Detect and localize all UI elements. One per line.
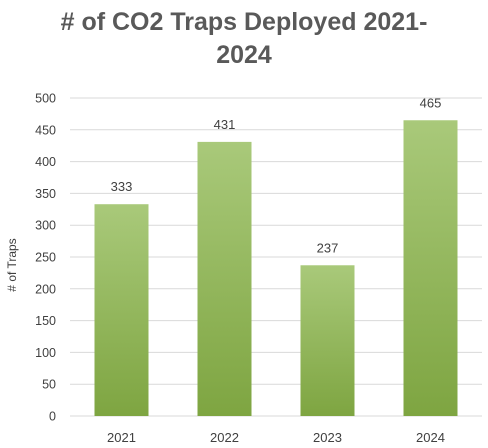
x-axis-ticks: 2021 2022 2023 2024 — [107, 430, 445, 445]
y-tick-label: 150 — [35, 314, 56, 328]
y-axis-ticks: 0 50 100 150 200 250 300 350 400 450 500 — [35, 92, 56, 424]
data-label-2022: 431 — [214, 117, 236, 132]
x-tick-label-2024: 2024 — [416, 430, 445, 445]
y-tick-label: 250 — [35, 251, 56, 265]
y-tick-label: 450 — [35, 123, 56, 137]
data-label-2021: 333 — [111, 179, 133, 194]
bars — [94, 120, 458, 416]
y-tick-label: 0 — [49, 410, 56, 424]
y-tick-label: 350 — [35, 187, 56, 201]
y-tick-label: 50 — [42, 378, 56, 392]
x-tick-label-2022: 2022 — [210, 430, 239, 445]
x-tick-label-2021: 2021 — [107, 430, 136, 445]
y-tick-label: 200 — [35, 282, 56, 296]
data-label-2023: 237 — [317, 240, 339, 255]
chart-title-line-2: 2024 — [216, 41, 272, 69]
y-tick-label: 300 — [35, 219, 56, 233]
data-label-2024: 465 — [420, 95, 442, 110]
bar-2021 — [94, 204, 149, 416]
y-tick-label: 400 — [35, 155, 56, 169]
y-tick-label: 500 — [35, 92, 56, 106]
data-labels: 333 431 237 465 — [111, 95, 442, 255]
bar-2024 — [403, 120, 458, 416]
x-tick-label-2023: 2023 — [313, 430, 342, 445]
bar-2022 — [197, 141, 252, 416]
chart-title-line-1: # of CO2 Traps Deployed 2021- — [60, 8, 428, 36]
y-tick-label: 100 — [35, 346, 56, 360]
bar-2023 — [300, 265, 355, 416]
chart-title: # of CO2 Traps Deployed 2021- 2024 — [0, 6, 488, 72]
